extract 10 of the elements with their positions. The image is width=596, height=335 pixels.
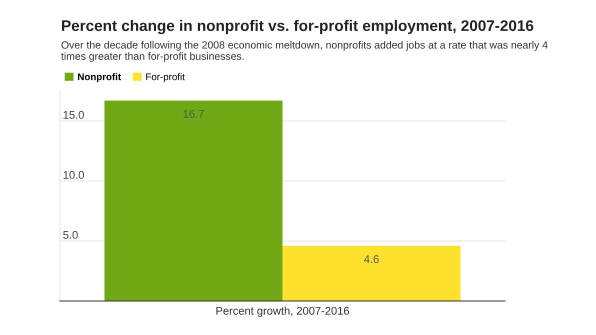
legend-label: For-profit	[146, 73, 185, 82]
legend-label: Nonprofit	[78, 73, 122, 82]
chart-title: Percent change in nonprofit vs. for-profit employment, 2007-2016	[62, 20, 534, 34]
data-label: 16.7	[184, 110, 204, 118]
data-label: 4.6	[364, 255, 379, 264]
y-tick-label: 15.0	[64, 110, 84, 119]
y-tick-label: 5.0	[63, 230, 78, 239]
x-tick-label: Percent growth, 2007-2016	[216, 306, 350, 317]
y-tick-label: 10.0	[64, 170, 84, 179]
chart-subtitle: Over the decade following the 2008 economic meltdown, nonprofits added jobs at a rate that was nearly 4 times greater than for-profit businesses.	[61, 41, 548, 62]
